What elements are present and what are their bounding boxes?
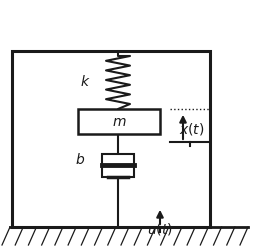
Bar: [12, 51, 209, 227]
Text: $b$: $b$: [75, 151, 85, 167]
Text: $u(t)$: $u(t)$: [147, 221, 172, 237]
Text: $x(t)$: $x(t)$: [179, 121, 204, 137]
Bar: [102, 154, 133, 177]
Bar: [78, 109, 159, 134]
Text: $k$: $k$: [80, 73, 90, 88]
Text: $m$: $m$: [111, 115, 126, 129]
